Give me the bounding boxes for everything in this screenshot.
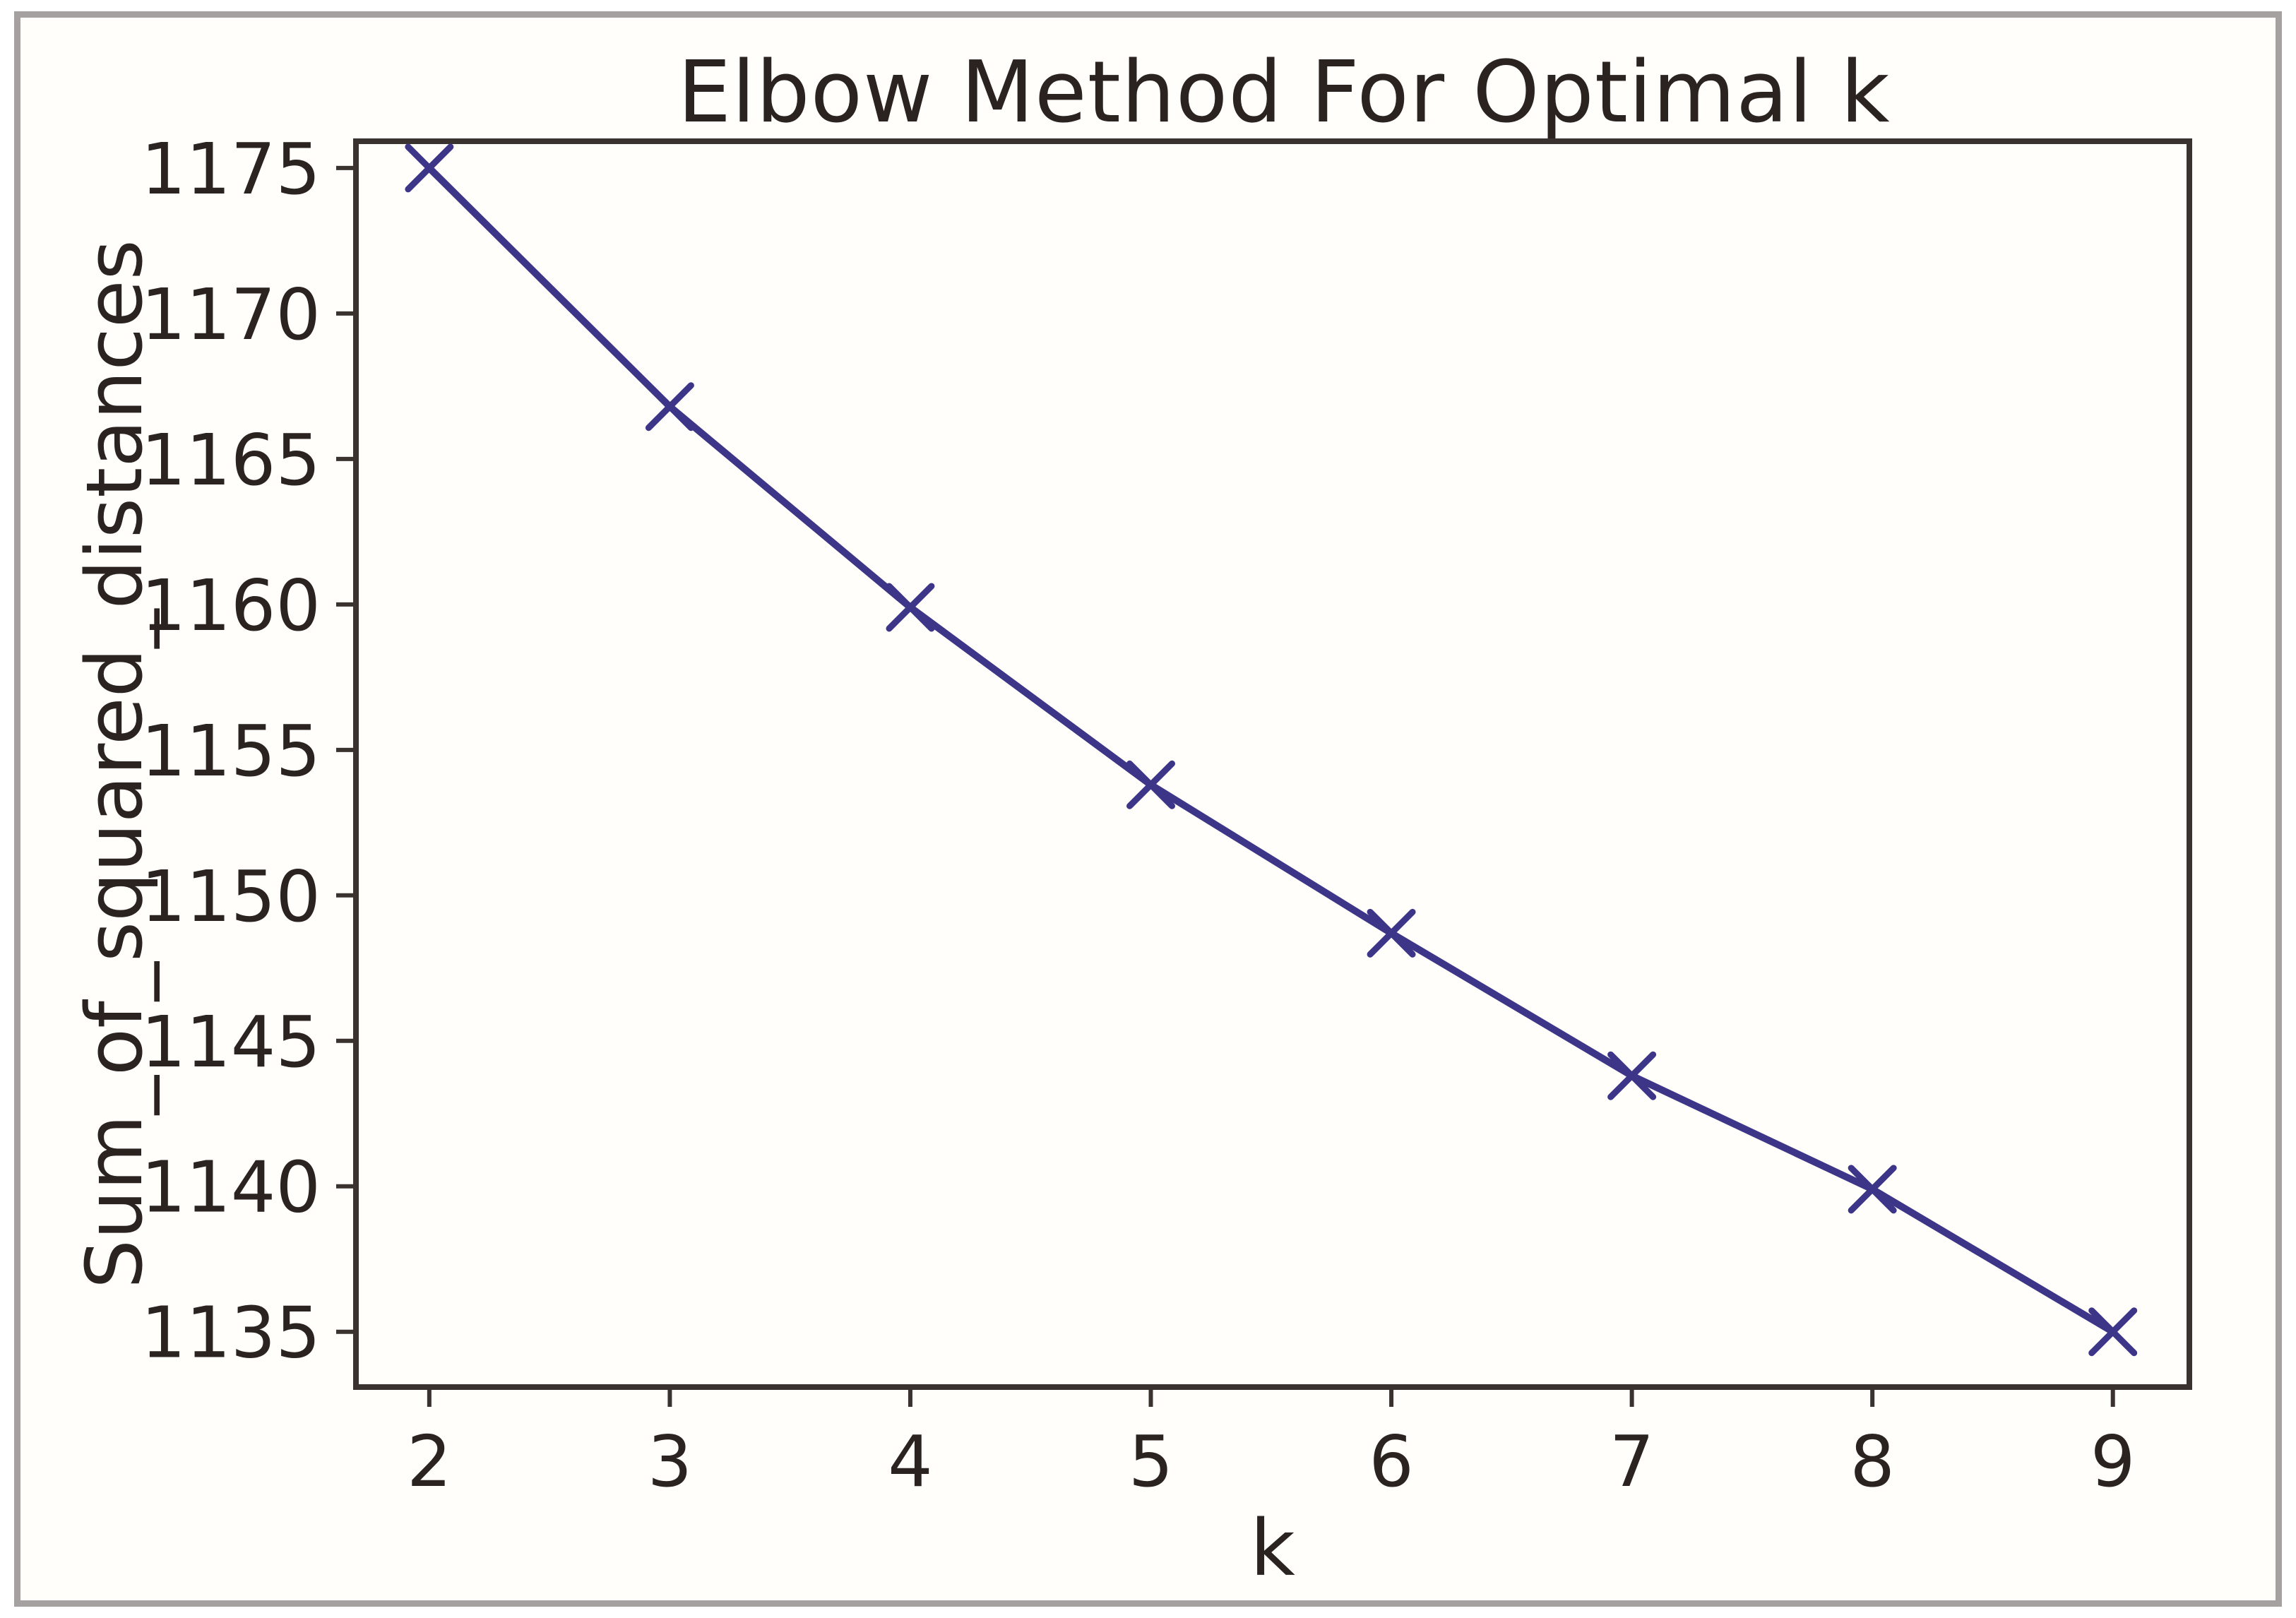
y-tick-label: 1135 [141,1292,321,1374]
y-tick-label: 1155 [141,710,321,792]
data-point-marker [2088,1307,2138,1357]
x-tick-label: 6 [1369,1420,1414,1503]
y-tick-label: 1145 [141,1001,321,1083]
x-axis-label: k [1250,1503,1295,1593]
data-point-marker [1848,1165,1897,1214]
data-point-marker [1607,1051,1657,1100]
data-point-marker [886,583,935,632]
x-tick-label: 7 [1610,1420,1655,1503]
y-tick-label: 1160 [141,564,321,647]
data-point-marker [405,143,454,193]
data-point-marker [645,382,694,432]
chart-title: Elbow Method For Optimal k [677,44,1890,142]
plot-area: 2 3 4 5 6 7 8 9 1135 1140 1145 1150 1155 1160 1165 1170… [141,128,2192,1503]
figure-border-frame [14,11,2282,1607]
axes-spines [353,138,2192,1390]
y-tick-label: 1150 [141,855,321,938]
series-line [425,164,2117,1336]
y-axis-label: Sum_of_squared_distances [69,239,160,1289]
x-tick-label: 8 [1850,1420,1895,1503]
x-tick-label: 5 [1129,1420,1174,1503]
data-point-marker [1126,760,1176,809]
x-tick-label: 2 [407,1420,452,1503]
x-tick-label: 3 [648,1420,693,1503]
y-tick-label: 1170 [141,273,321,356]
y-tick-label: 1165 [141,419,321,501]
x-tick-label: 9 [2090,1420,2136,1503]
data-point-marker [1367,908,1416,958]
y-tick-label: 1140 [141,1146,321,1229]
x-tick-label: 4 [888,1420,933,1503]
y-tick-label: 1175 [141,128,321,210]
